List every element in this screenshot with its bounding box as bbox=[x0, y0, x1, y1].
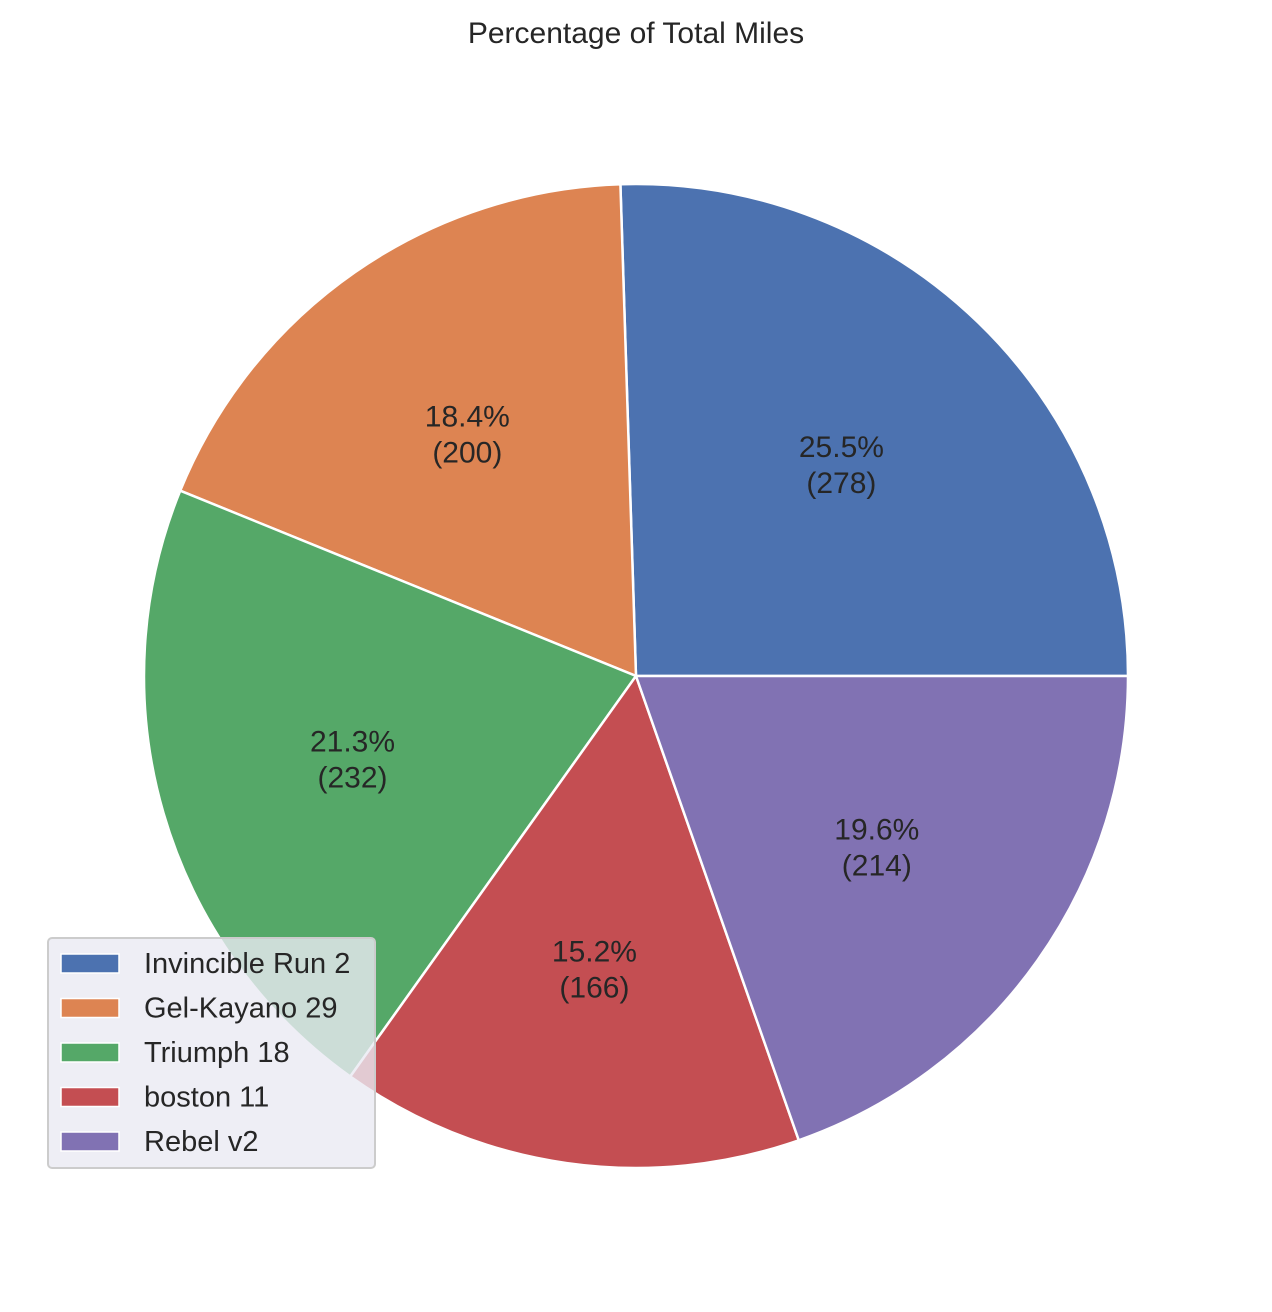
slice-value-label: (278) bbox=[806, 467, 876, 500]
legend-label-gel-kayano-29: Gel-Kayano 29 bbox=[144, 993, 337, 1025]
legend-swatch-rebel-v2 bbox=[60, 1131, 120, 1152]
legend-label-invincible-run-2: Invincible Run 2 bbox=[144, 948, 350, 980]
slice-percent-label: 19.6% bbox=[834, 814, 919, 847]
slice-percent-label: 21.3% bbox=[310, 725, 395, 758]
slice-percent-label: 15.2% bbox=[552, 935, 637, 968]
slice-percent-label: 25.5% bbox=[799, 431, 884, 464]
legend-swatch-boston-11 bbox=[60, 1086, 120, 1108]
legend-swatch-triumph-18 bbox=[60, 1042, 120, 1063]
pie-slice-gel-kayano-29 bbox=[178, 182, 638, 678]
slice-value-label: (200) bbox=[432, 437, 502, 470]
slice-label-boston-11: 15.2% (166) bbox=[552, 935, 637, 1004]
slice-value-label: (214) bbox=[842, 850, 912, 883]
legend: Invincible Run 2 Gel-Kayano 29 Triumph 18 b… bbox=[47, 937, 376, 1169]
legend-label-rebel-v2: Rebel v2 bbox=[144, 1126, 258, 1158]
chart-title: Percentage of Total Miles bbox=[468, 17, 804, 50]
slice-label-gel-kayano-29: 18.4% (200) bbox=[425, 401, 510, 470]
pie-slice-boston-11 bbox=[349, 674, 801, 1170]
legend-box bbox=[47, 937, 376, 1169]
slice-value-label: (166) bbox=[559, 971, 629, 1004]
pie-slice-labels: 25.5% (278) 18.4% (200) 21.3% (232) 15.2% (166)… bbox=[310, 401, 919, 1005]
legend-label-boston-11: boston 11 bbox=[144, 1082, 269, 1114]
slice-label-triumph-18: 21.3% (232) bbox=[310, 725, 395, 794]
slice-label-rebel-v2: 19.6% (214) bbox=[834, 814, 919, 883]
legend-swatch-gel-kayano-29 bbox=[60, 997, 120, 1019]
slice-percent-label: 18.4% bbox=[425, 401, 510, 434]
pie-slice-rebel-v2 bbox=[634, 674, 1130, 1142]
slice-value-label: (232) bbox=[317, 761, 387, 794]
pie-slices bbox=[142, 182, 1130, 1170]
legend-swatch-invincible-run-2 bbox=[60, 953, 120, 974]
legend-label-triumph-18: Triumph 18 bbox=[144, 1037, 290, 1069]
slice-label-invincible-run-2: 25.5% (278) bbox=[799, 431, 884, 500]
pie-slice-invincible-run-2 bbox=[619, 182, 1130, 678]
